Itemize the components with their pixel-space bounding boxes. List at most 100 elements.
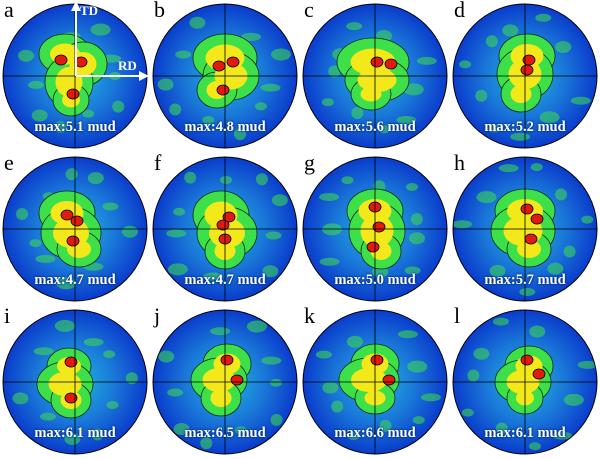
intensity-peak [520, 354, 534, 366]
pole-figure-outline [302, 3, 448, 149]
pole-figure-outline [452, 3, 598, 149]
max-label-j: max:6.5 mud [184, 425, 266, 441]
intensity-peak [532, 368, 546, 380]
max-label-f: max:4.7 mud [184, 272, 266, 288]
intensity-speckle [158, 350, 175, 363]
intensity-peak [70, 215, 84, 227]
intensity-speckle [379, 419, 392, 432]
intensity-speckle [555, 188, 568, 201]
intensity-speckle [167, 263, 188, 276]
intensity-speckle [581, 215, 594, 224]
intensity-speckle [563, 245, 576, 258]
intensity-speckle [539, 111, 560, 124]
intensity-speckle [396, 115, 417, 124]
intensity-speckle [260, 83, 281, 92]
intensity-peak [226, 56, 240, 68]
intensity-speckle [529, 325, 546, 338]
intensity-speckle [12, 392, 29, 405]
intensity-speckle [82, 109, 95, 118]
max-label-l: max:6.1 mud [484, 425, 566, 441]
pole-figure-outline [302, 309, 448, 455]
intensity-speckle [408, 232, 425, 245]
pole-figure-panel-i: i max:6.1 mud [0, 303, 150, 459]
intensity-speckle [28, 80, 45, 89]
intensity-speckle [535, 13, 552, 22]
intensity-speckle [234, 128, 247, 141]
intensity-speckle [420, 393, 441, 402]
max-label-b: max:4.8 mud [184, 119, 266, 135]
intensity-speckle [519, 287, 536, 296]
intensity-speckle [210, 327, 231, 336]
rd-arrow-head [139, 71, 149, 81]
pole-figure-f-plot [152, 156, 298, 302]
intensity-speckle [64, 432, 81, 445]
intensity-peak [530, 213, 544, 225]
intensity-peak [372, 221, 386, 233]
intensity-speckle [351, 106, 364, 119]
pole-figure-panel-a: a TD RD max:5.1 mud [0, 0, 150, 153]
panel-letter-b: b [154, 0, 165, 22]
panel-letter-i: i [4, 303, 11, 328]
intensity-layer [321, 22, 437, 134]
panel-letter-e: e [4, 150, 14, 175]
intensity-speckle [502, 24, 519, 37]
pole-figure-k-plot [302, 309, 448, 455]
intensity-speckle [33, 347, 54, 356]
intensity-peak [64, 392, 78, 404]
intensity-speckle [90, 23, 111, 36]
intensity-speckle [39, 412, 56, 421]
pole-figure-c-plot [302, 3, 448, 149]
pole-figure-outline [302, 156, 448, 302]
intensity-peak [220, 354, 234, 366]
intensity-speckle [461, 408, 474, 417]
intensity-speckle [495, 422, 508, 435]
intensity-layer [158, 320, 283, 450]
intensity-speckle [246, 320, 267, 333]
pole-figure-panel-h: h max:5.7 mud [450, 150, 600, 306]
pole-figure-panel-d: d max:5.2 mud [450, 0, 600, 153]
intensity-speckle [16, 208, 29, 221]
intensity-peak [520, 64, 534, 76]
intensity-speckle [254, 102, 267, 111]
intensity-speckle [453, 220, 473, 229]
intensity-speckle [473, 347, 490, 360]
intensity-contour-mid [202, 368, 236, 392]
intensity-peak [366, 241, 380, 253]
intensity-speckle [125, 372, 138, 385]
intensity-speckle [322, 381, 339, 394]
intensity-speckle [570, 96, 591, 105]
intensity-speckle [203, 272, 224, 281]
intensity-speckle [265, 231, 282, 240]
intensity-contour-mid [351, 368, 387, 392]
intensity-speckle [167, 388, 184, 397]
intensity-speckle [459, 60, 472, 69]
intensity-speckle [65, 168, 78, 181]
intensity-speckle [346, 22, 363, 31]
intensity-speckle [87, 172, 104, 185]
panel-letter-d: d [454, 0, 465, 22]
intensity-speckle [341, 176, 354, 185]
intensity-speckle [319, 192, 340, 201]
intensity-contour-mid [210, 389, 232, 407]
intensity-contour-mid [48, 372, 82, 396]
pole-figure-panel-k: k max:6.6 mud [300, 303, 450, 459]
intensity-speckle [235, 426, 248, 435]
panel-letter-h: h [454, 150, 465, 175]
pole-figure-panel-g: g max:5.0 mud [300, 150, 450, 306]
td-axis-label: TD [80, 3, 99, 18]
intensity-peak [370, 354, 384, 366]
pole-figure-panel-j: j max:6.5 mud [150, 303, 300, 459]
intensity-speckle [112, 100, 125, 113]
intensity-peak [216, 219, 230, 231]
intensity-peak [230, 374, 244, 386]
intensity-speckle [563, 393, 584, 406]
intensity-speckle [270, 413, 283, 426]
intensity-speckle [189, 16, 206, 29]
intensity-speckle [173, 207, 186, 216]
intensity-speckle [175, 50, 192, 59]
intensity-speckle [220, 176, 233, 185]
panel-letter-j: j [154, 303, 161, 328]
intensity-peak [382, 374, 396, 386]
intensity-peak [520, 203, 534, 215]
intensity-speckle [269, 378, 282, 387]
